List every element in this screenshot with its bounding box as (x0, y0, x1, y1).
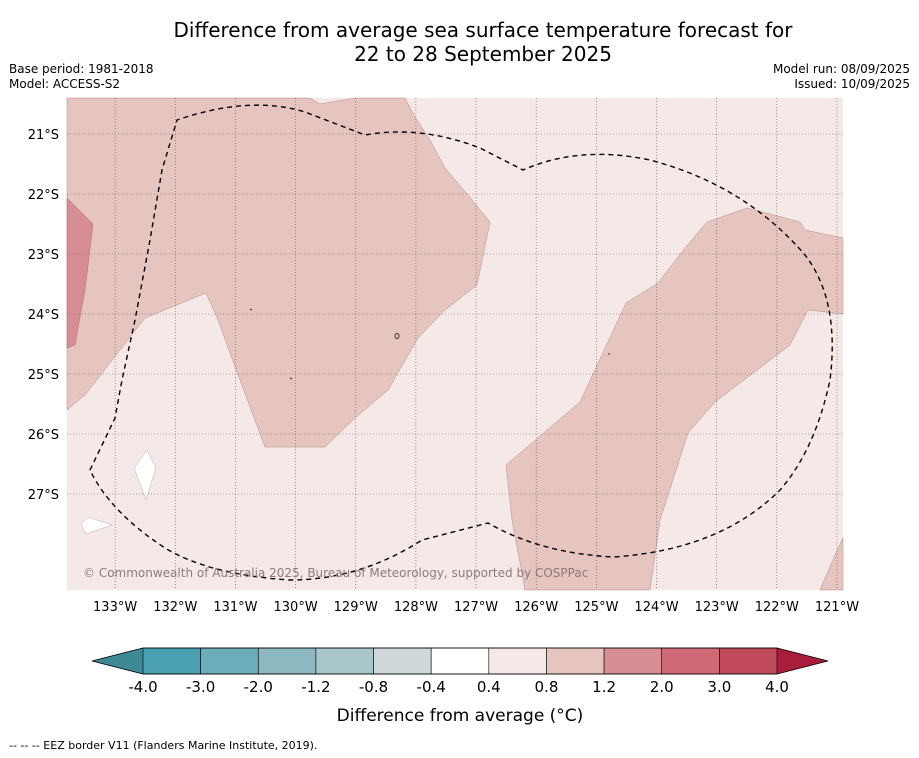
colorbar-tick: 4.0 (765, 678, 789, 696)
longitude-tick-label: 129°W (334, 600, 378, 615)
latitude-tick-label: 26°S (28, 428, 59, 443)
model-name: Model: ACCESS-S2 (9, 77, 121, 91)
latitude-tick-label: 25°S (28, 368, 59, 383)
colorbar-under-arrow (92, 648, 143, 674)
latitude-tick-label: 27°S (28, 488, 59, 503)
colorbar-cell (603, 647, 663, 675)
longitude-tick-label: 128°W (394, 600, 438, 615)
colorbar-cells (142, 647, 778, 675)
island-marker-1 (394, 333, 400, 339)
latitude-tick-label: 22°S (28, 188, 59, 203)
longitude-tick-label: 124°W (634, 600, 678, 615)
issued-date: Issued: 10/09/2025 (794, 77, 910, 91)
colorbar-cell (257, 647, 317, 675)
colorbar-cell (142, 647, 201, 675)
longitude-labels: 133°W 132°W 131°W 130°W 129°W 128°W 127°W 126°W… (93, 600, 859, 615)
longitude-tick-label: 132°W (153, 600, 197, 615)
eez-border (89, 104, 833, 581)
base-period: Base period: 1981-2018 (9, 62, 154, 76)
colorbar-tick: 2.0 (650, 678, 674, 696)
meta-right: Model run: 08/09/2025 Issued: 10/09/2025 (773, 62, 910, 92)
longitude-tick-label: 130°W (274, 600, 318, 615)
neutral-patch-1 (133, 449, 157, 501)
colorbar-tick: -2.0 (244, 678, 273, 696)
colorbar-tick: -3.0 (186, 678, 215, 696)
latitude-gridlines (67, 133, 843, 495)
longitude-tick-label: 127°W (454, 600, 498, 615)
watermark-text: © Commonwealth of Australia 2025, Bureau… (83, 566, 588, 580)
colorbar-label: Difference from average (°C) (337, 706, 584, 726)
anomaly-region-strong (66, 197, 94, 349)
meta-left: Base period: 1981-2018 Model: ACCESS-S2 (9, 62, 154, 92)
colorbar-tick-labels: -4.0 -3.0 -2.0 -1.2 -0.8 -0.4 0.4 0.8 1.2 2.0 3.0 4… (128, 678, 789, 696)
model-run: Model run: 08/09/2025 (772, 62, 910, 76)
longitude-tick-label: 133°W (93, 600, 137, 615)
longitude-tick-label: 126°W (514, 600, 558, 615)
longitude-tick-label: 123°W (695, 600, 739, 615)
latitude-tick-label: 24°S (28, 308, 59, 323)
longitude-tick-label: 125°W (574, 600, 618, 615)
colorbar-cell (546, 647, 605, 675)
colorbar-tick: 3.0 (707, 678, 731, 696)
colorbar-cell (200, 647, 259, 675)
colorbar-tick: 0.8 (535, 678, 559, 696)
colorbar-tick: 1.2 (592, 678, 616, 696)
island-marker-2 (249, 308, 253, 311)
colorbar-tick: 0.4 (477, 678, 501, 696)
colorbar-cell (661, 647, 720, 675)
colorbar-cell (719, 647, 778, 675)
latitude-tick-label: 21°S (28, 128, 59, 143)
island-marker-3 (289, 377, 293, 380)
anomaly-region-west (66, 97, 491, 448)
longitude-tick-label: 131°W (213, 600, 257, 615)
latitude-tick-label: 23°S (28, 248, 59, 263)
latitude-labels: 21°S 22°S 23°S 24°S 25°S 26°S 27°S (28, 128, 59, 503)
colorbar-cell (373, 647, 432, 675)
eez-source-note: -- -- -- EEZ border V11 (Flanders Marine… (9, 739, 318, 752)
colorbar-tick: -1.2 (301, 678, 330, 696)
colorbar: -4.0 -3.0 -2.0 -1.2 -0.8 -0.4 0.4 0.8 1.2 2.0 3.0 4… (91, 647, 829, 726)
map-title: Difference from average sea surface temp… (173, 18, 793, 66)
neutral-patch-2 (80, 516, 113, 535)
longitude-tick-label: 122°W (755, 600, 799, 615)
colorbar-tick: -0.8 (359, 678, 388, 696)
colorbar-cell (315, 647, 374, 675)
colorbar-outline (91, 647, 829, 675)
colorbar-cell (488, 647, 547, 675)
longitude-tick-label: 121°W (815, 600, 859, 615)
longitude-gridlines (114, 98, 838, 590)
colorbar-tick: -4.0 (128, 678, 157, 696)
colorbar-tick: -0.4 (417, 678, 446, 696)
colorbar-cell (430, 647, 490, 675)
colorbar-over-arrow (777, 648, 828, 674)
anomaly-region-east (505, 207, 844, 591)
